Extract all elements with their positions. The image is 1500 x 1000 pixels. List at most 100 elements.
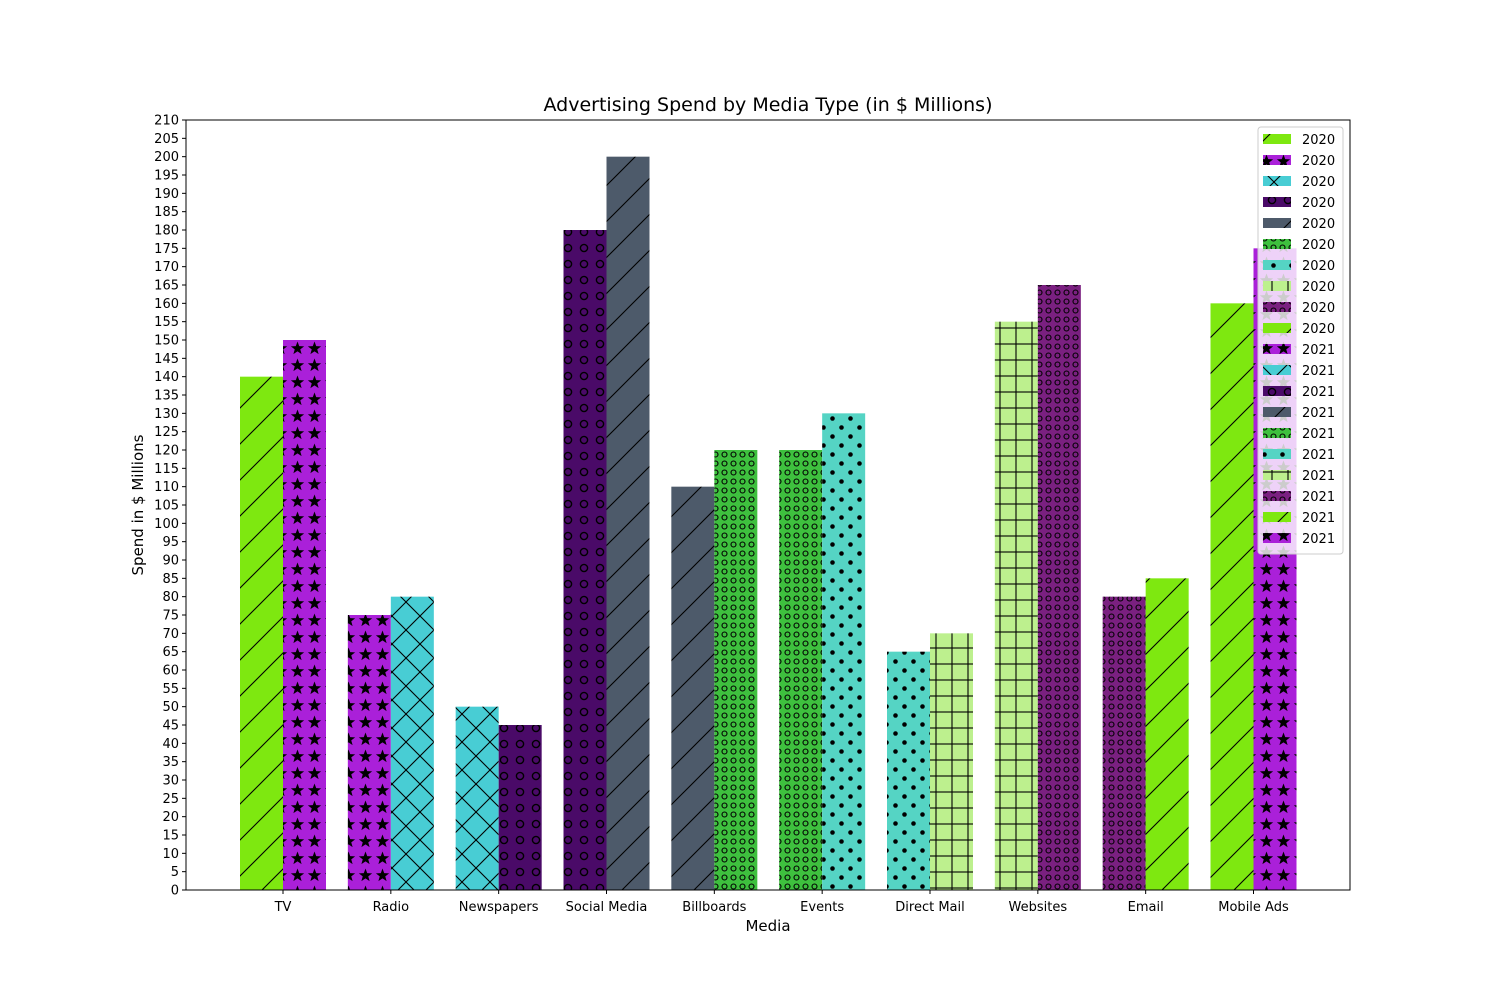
legend-swatch <box>1263 197 1291 207</box>
y-tick-label: 135 <box>154 389 179 404</box>
x-tick-label: Billboards <box>682 900 746 915</box>
legend-swatch <box>1263 281 1291 291</box>
legend-swatch <box>1263 470 1291 480</box>
legend-swatch <box>1263 365 1291 375</box>
y-tick-label: 155 <box>154 315 179 330</box>
y-tick-label: 70 <box>162 627 179 642</box>
legend-label: 2020 <box>1302 280 1335 295</box>
legend-swatch <box>1263 386 1291 396</box>
legend-label: 2020 <box>1302 196 1335 211</box>
x-tick-label: Social Media <box>566 900 648 915</box>
y-tick-label: 185 <box>154 205 179 220</box>
y-tick-label: 160 <box>154 297 179 312</box>
legend-label: 2021 <box>1302 469 1335 484</box>
y-tick-label: 40 <box>162 737 179 752</box>
y-tick-label: 35 <box>162 755 179 770</box>
bar-2021-direct-mail <box>930 633 973 890</box>
y-tick-label: 50 <box>162 700 179 715</box>
legend-swatch <box>1263 260 1291 270</box>
y-tick-label: 125 <box>154 425 179 440</box>
y-tick-label: 110 <box>154 480 179 495</box>
legend-label: 2021 <box>1302 511 1335 526</box>
y-tick-label: 170 <box>154 260 179 275</box>
y-tick-label: 180 <box>154 224 179 239</box>
y-tick-label: 15 <box>162 829 179 844</box>
y-tick-label: 90 <box>162 554 179 569</box>
bar-2020-social-media <box>563 230 607 890</box>
legend-label: 2021 <box>1302 364 1335 379</box>
y-tick-label: 60 <box>162 664 179 679</box>
y-tick-label: 175 <box>154 242 179 257</box>
legend-swatch <box>1263 407 1291 417</box>
legend-label: 2021 <box>1302 532 1335 547</box>
bar-2021-social-media <box>606 156 650 890</box>
y-tick-label: 120 <box>154 444 179 459</box>
bar-2020-tv <box>240 376 283 891</box>
y-tick-label: 150 <box>154 334 179 349</box>
y-tick-label: 30 <box>162 774 179 789</box>
bars-layer <box>240 156 1297 891</box>
legend-swatch <box>1263 344 1291 354</box>
y-tick-label: 20 <box>162 810 179 825</box>
bar-2021-newspapers <box>498 725 542 890</box>
axes-layer: 0 5 10 15 20 25 30 35 40 45 50 55 60 65 70 75 80 85 90 95 10… <box>154 114 1351 915</box>
y-tick-label: 55 <box>162 682 179 697</box>
legend-swatch <box>1263 176 1291 186</box>
legend-swatch <box>1263 533 1291 543</box>
bar-2020-radio <box>347 615 391 890</box>
y-tick-label: 10 <box>162 847 179 862</box>
legend-label: 2020 <box>1302 217 1335 232</box>
y-tick-label: 200 <box>154 150 179 165</box>
x-tick-label: Mobile Ads <box>1218 900 1289 915</box>
bar-2020-billboards <box>671 486 715 890</box>
bar-2020-newspapers <box>455 706 499 890</box>
legend-label: 2020 <box>1302 238 1335 253</box>
legend-swatch <box>1263 449 1291 459</box>
legend-swatch <box>1263 428 1291 438</box>
y-tick-label: 210 <box>154 114 179 129</box>
y-axis-title: Spend in $ Millions <box>129 434 147 575</box>
bar-2020-direct-mail <box>887 651 930 890</box>
y-tick-label: 75 <box>162 609 179 624</box>
legend-swatch <box>1263 239 1291 249</box>
legend-label: 2021 <box>1302 490 1335 505</box>
x-tick-label: Email <box>1128 900 1164 915</box>
legend-label: 2021 <box>1302 427 1335 442</box>
legend-label: 2021 <box>1302 448 1335 463</box>
bar-2020-mobile-ads <box>1210 303 1254 890</box>
legend-swatch <box>1263 134 1291 144</box>
y-tick-label: 100 <box>154 517 179 532</box>
legend-label: 2020 <box>1302 175 1335 190</box>
bar-2020-websites <box>994 321 1038 891</box>
legend-swatch <box>1263 218 1291 228</box>
bar-2021-billboards <box>714 450 758 890</box>
x-tick-label: Newspapers <box>459 900 539 915</box>
y-tick-label: 130 <box>154 407 179 422</box>
legend-swatch <box>1263 512 1291 522</box>
y-tick-label: 45 <box>162 719 179 734</box>
legend-label: 2021 <box>1302 343 1335 358</box>
y-tick-label: 65 <box>162 645 179 660</box>
x-tick-label: Events <box>800 900 844 915</box>
y-tick-label: 5 <box>171 865 179 880</box>
y-tick-label: 95 <box>162 535 179 550</box>
y-tick-label: 145 <box>154 352 179 367</box>
y-tick-label: 85 <box>162 572 179 587</box>
x-tick-label: TV <box>274 900 292 915</box>
bar-2020-events <box>779 450 823 890</box>
legend-label: 2021 <box>1302 406 1335 421</box>
x-tick-label: Direct Mail <box>895 900 964 915</box>
legend-label: 2021 <box>1302 385 1335 400</box>
legend-label: 2020 <box>1302 259 1335 274</box>
legend-label: 2020 <box>1302 154 1335 169</box>
bar-2021-tv <box>283 340 326 890</box>
legend-swatch <box>1263 302 1291 312</box>
x-tick-label: Radio <box>373 900 410 915</box>
chart-title: Advertising Spend by Media Type (in $ Mi… <box>544 94 993 116</box>
y-tick-label: 165 <box>154 279 179 294</box>
y-tick-label: 140 <box>154 370 179 385</box>
legend-label: 2020 <box>1302 133 1335 148</box>
y-tick-label: 205 <box>154 132 179 147</box>
legend-box <box>1257 126 1344 555</box>
legend-label: 2020 <box>1302 301 1335 316</box>
